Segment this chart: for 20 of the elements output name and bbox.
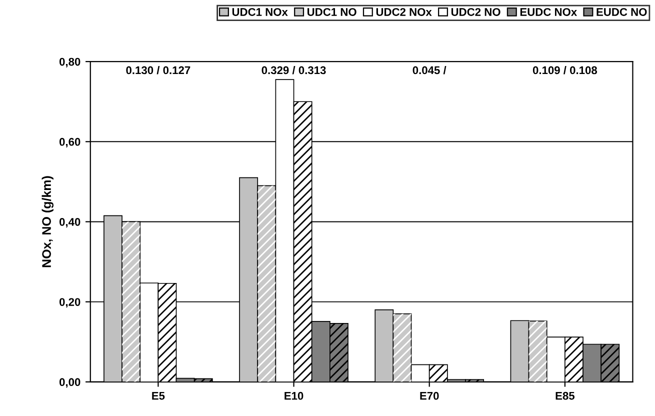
- legend-label: UDC1 NOx: [232, 8, 288, 16]
- x-tick-label: E85: [556, 392, 575, 400]
- x-tick-label: E10: [284, 392, 304, 400]
- y-tick-label: 0,60: [59, 138, 80, 148]
- y-axis-title: NOx, NO (g/km): [42, 176, 54, 268]
- annotation: 0.045 /: [412, 66, 446, 74]
- annotation: 0.329 / 0.313: [262, 66, 326, 74]
- x-tick-label: E5: [152, 392, 165, 400]
- legend-label: EUDC NOx: [520, 8, 578, 16]
- annotation: 0.130 / 0.127: [126, 66, 190, 74]
- legend-label: UDC2 NOx: [376, 8, 432, 16]
- annotation: 0.109 / 0.108: [532, 66, 598, 74]
- y-tick-label: 0,00: [59, 378, 80, 388]
- y-tick-label: 0,80: [59, 58, 80, 68]
- x-tick-label: E70: [420, 392, 439, 400]
- legend-label: EUDC NO: [596, 8, 647, 16]
- legend-label: UDC1 NO: [307, 8, 356, 16]
- y-tick-label: 0,20: [59, 298, 80, 308]
- y-tick-label: 0,40: [59, 218, 80, 228]
- legend-label: UDC2 NO: [451, 8, 500, 16]
